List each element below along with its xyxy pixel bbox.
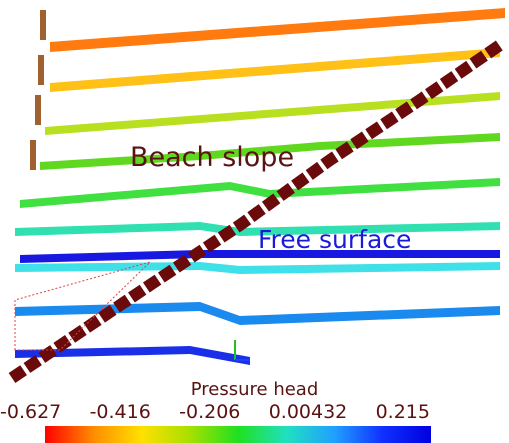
annotation: Beach slope [130,142,295,173]
surface [50,8,505,52]
surface [15,302,500,325]
colorbar-tick-label: 0.215 [375,401,430,423]
colorbar-tick-label: -0.416 [89,401,151,423]
surface [15,262,500,274]
surface [20,250,500,263]
surface [20,178,500,208]
colorbar-ticks: -0.627 -0.416 -0.206 0.00432 0.215 [0,401,430,423]
mesh-edge [30,10,46,170]
colorbar-tick-label: 0.00432 [268,401,348,423]
surface [45,92,500,135]
surface [40,133,500,170]
surface [15,346,250,365]
colorbar-title: Pressure head [190,379,319,400]
surface [15,222,500,236]
colorbar [45,426,431,443]
surfaces [15,8,505,365]
axes-triad [234,340,250,361]
particles [14,261,151,351]
surface [50,48,500,92]
colorbar-tick-label: -0.206 [179,401,241,423]
colorbar-tick-label: -0.627 [0,401,62,423]
annotation: Free surface [258,225,412,254]
beach-slope [8,40,504,383]
